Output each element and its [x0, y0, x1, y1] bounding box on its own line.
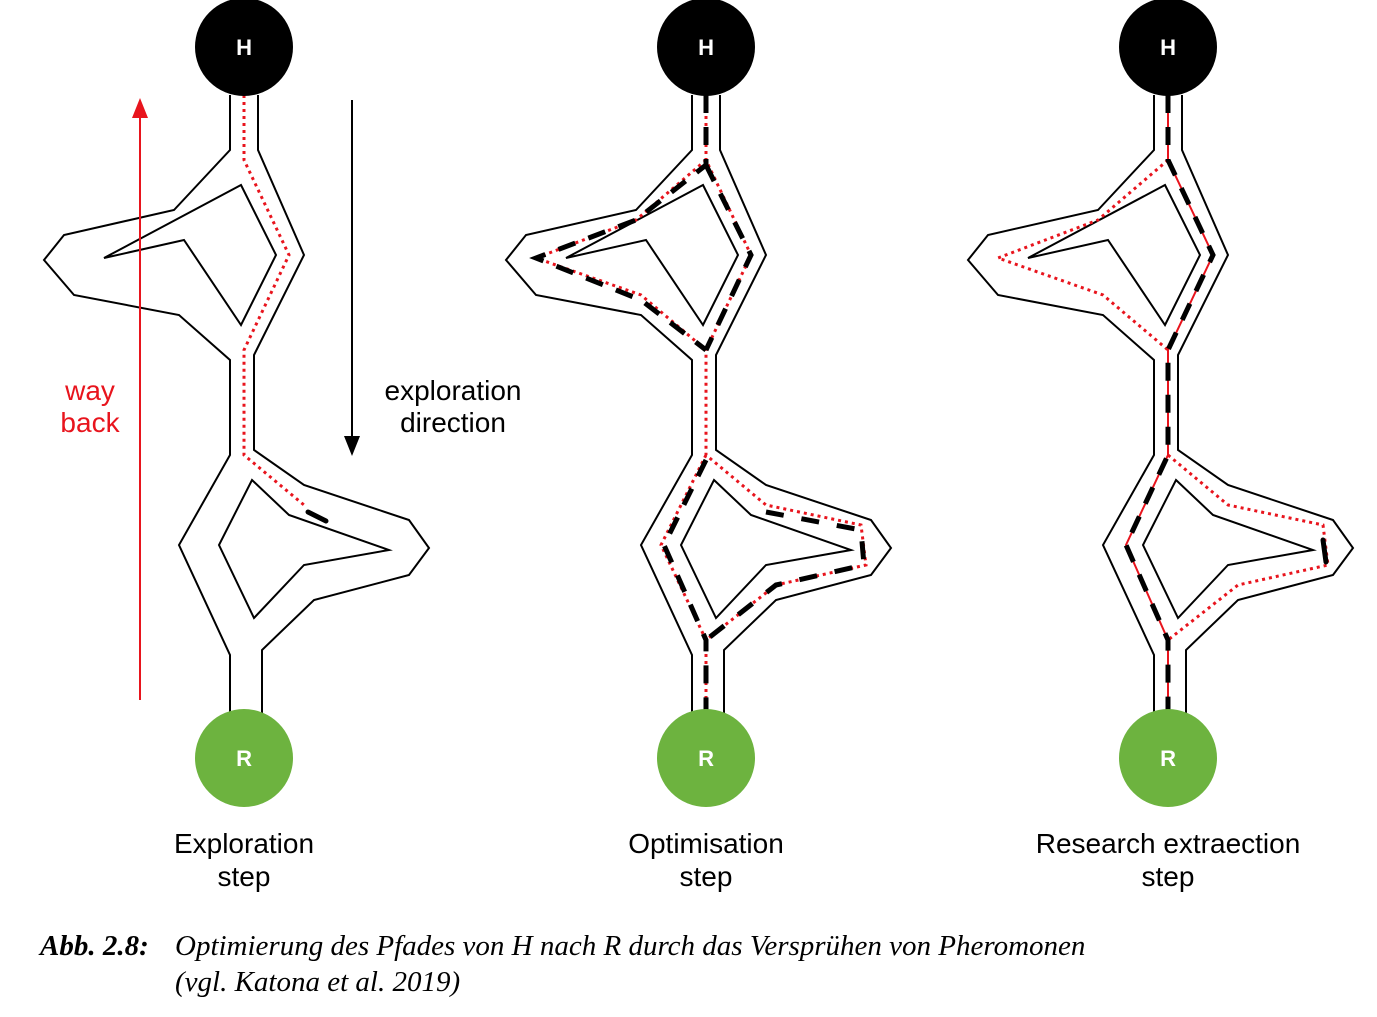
panel-research-extraction: H R Research extraection step — [967, 0, 1354, 892]
resource-node — [1119, 709, 1217, 807]
ant-dashes-lower — [661, 458, 709, 712]
ant-dashes-optimal — [1123, 95, 1216, 712]
panel-exploration: H R Exploration step — [43, 0, 430, 892]
optimisation-trail-right-upper — [704, 95, 868, 712]
panel-optimisation: H R Optimisation step — [505, 0, 892, 892]
resource-node — [195, 709, 293, 807]
resource-node — [657, 709, 755, 807]
ant-dashes-upper-right — [703, 163, 754, 352]
caption-line2: (vgl. Katona et al. 2019) — [175, 966, 461, 998]
step-label-optimisation-line2: step — [680, 861, 733, 892]
figure-caption: Abb. 2.8: Optimierung des Pfades von H na… — [40, 928, 1340, 1000]
step-label-extraction-line2: step — [1142, 861, 1195, 892]
home-node — [1119, 0, 1217, 96]
resource-node-label: R — [1160, 746, 1176, 771]
extraction-trail-right-lower — [1167, 453, 1330, 642]
resource-node-label: R — [236, 746, 252, 771]
step-label-optimisation-line1: Optimisation — [628, 828, 784, 859]
home-node-label: H — [236, 35, 252, 60]
home-node-label: H — [698, 35, 714, 60]
way-back-label-line1: way — [64, 375, 115, 406]
home-node — [195, 0, 293, 96]
extraction-trail-left-upper — [993, 158, 1169, 352]
ant-segment — [305, 509, 329, 524]
optimisation-trail-left-upper — [531, 158, 707, 352]
step-label-exploration-line1: Exploration — [174, 828, 314, 859]
step-label-extraction-line1: Research extraection — [1036, 828, 1301, 859]
step-label-exploration-line2: step — [218, 861, 271, 892]
caption-line1: Optimierung des Pfades von H nach R durc… — [175, 930, 1086, 962]
home-node — [657, 0, 755, 96]
exploration-direction-label-line2: direction — [400, 407, 506, 438]
home-node-label: H — [1160, 35, 1176, 60]
exploration-direction-label-line1: exploration — [385, 375, 522, 406]
caption-number: Abb. 2.8: — [40, 930, 149, 962]
ant-dashes-upper-left — [529, 95, 709, 352]
way-back-label-line2: back — [60, 407, 120, 438]
ant-dashes-lower-right — [704, 509, 867, 642]
exploration-pheromone-trail — [242, 95, 305, 507]
resource-node-label: R — [698, 746, 714, 771]
ant-segment — [1320, 537, 1329, 565]
